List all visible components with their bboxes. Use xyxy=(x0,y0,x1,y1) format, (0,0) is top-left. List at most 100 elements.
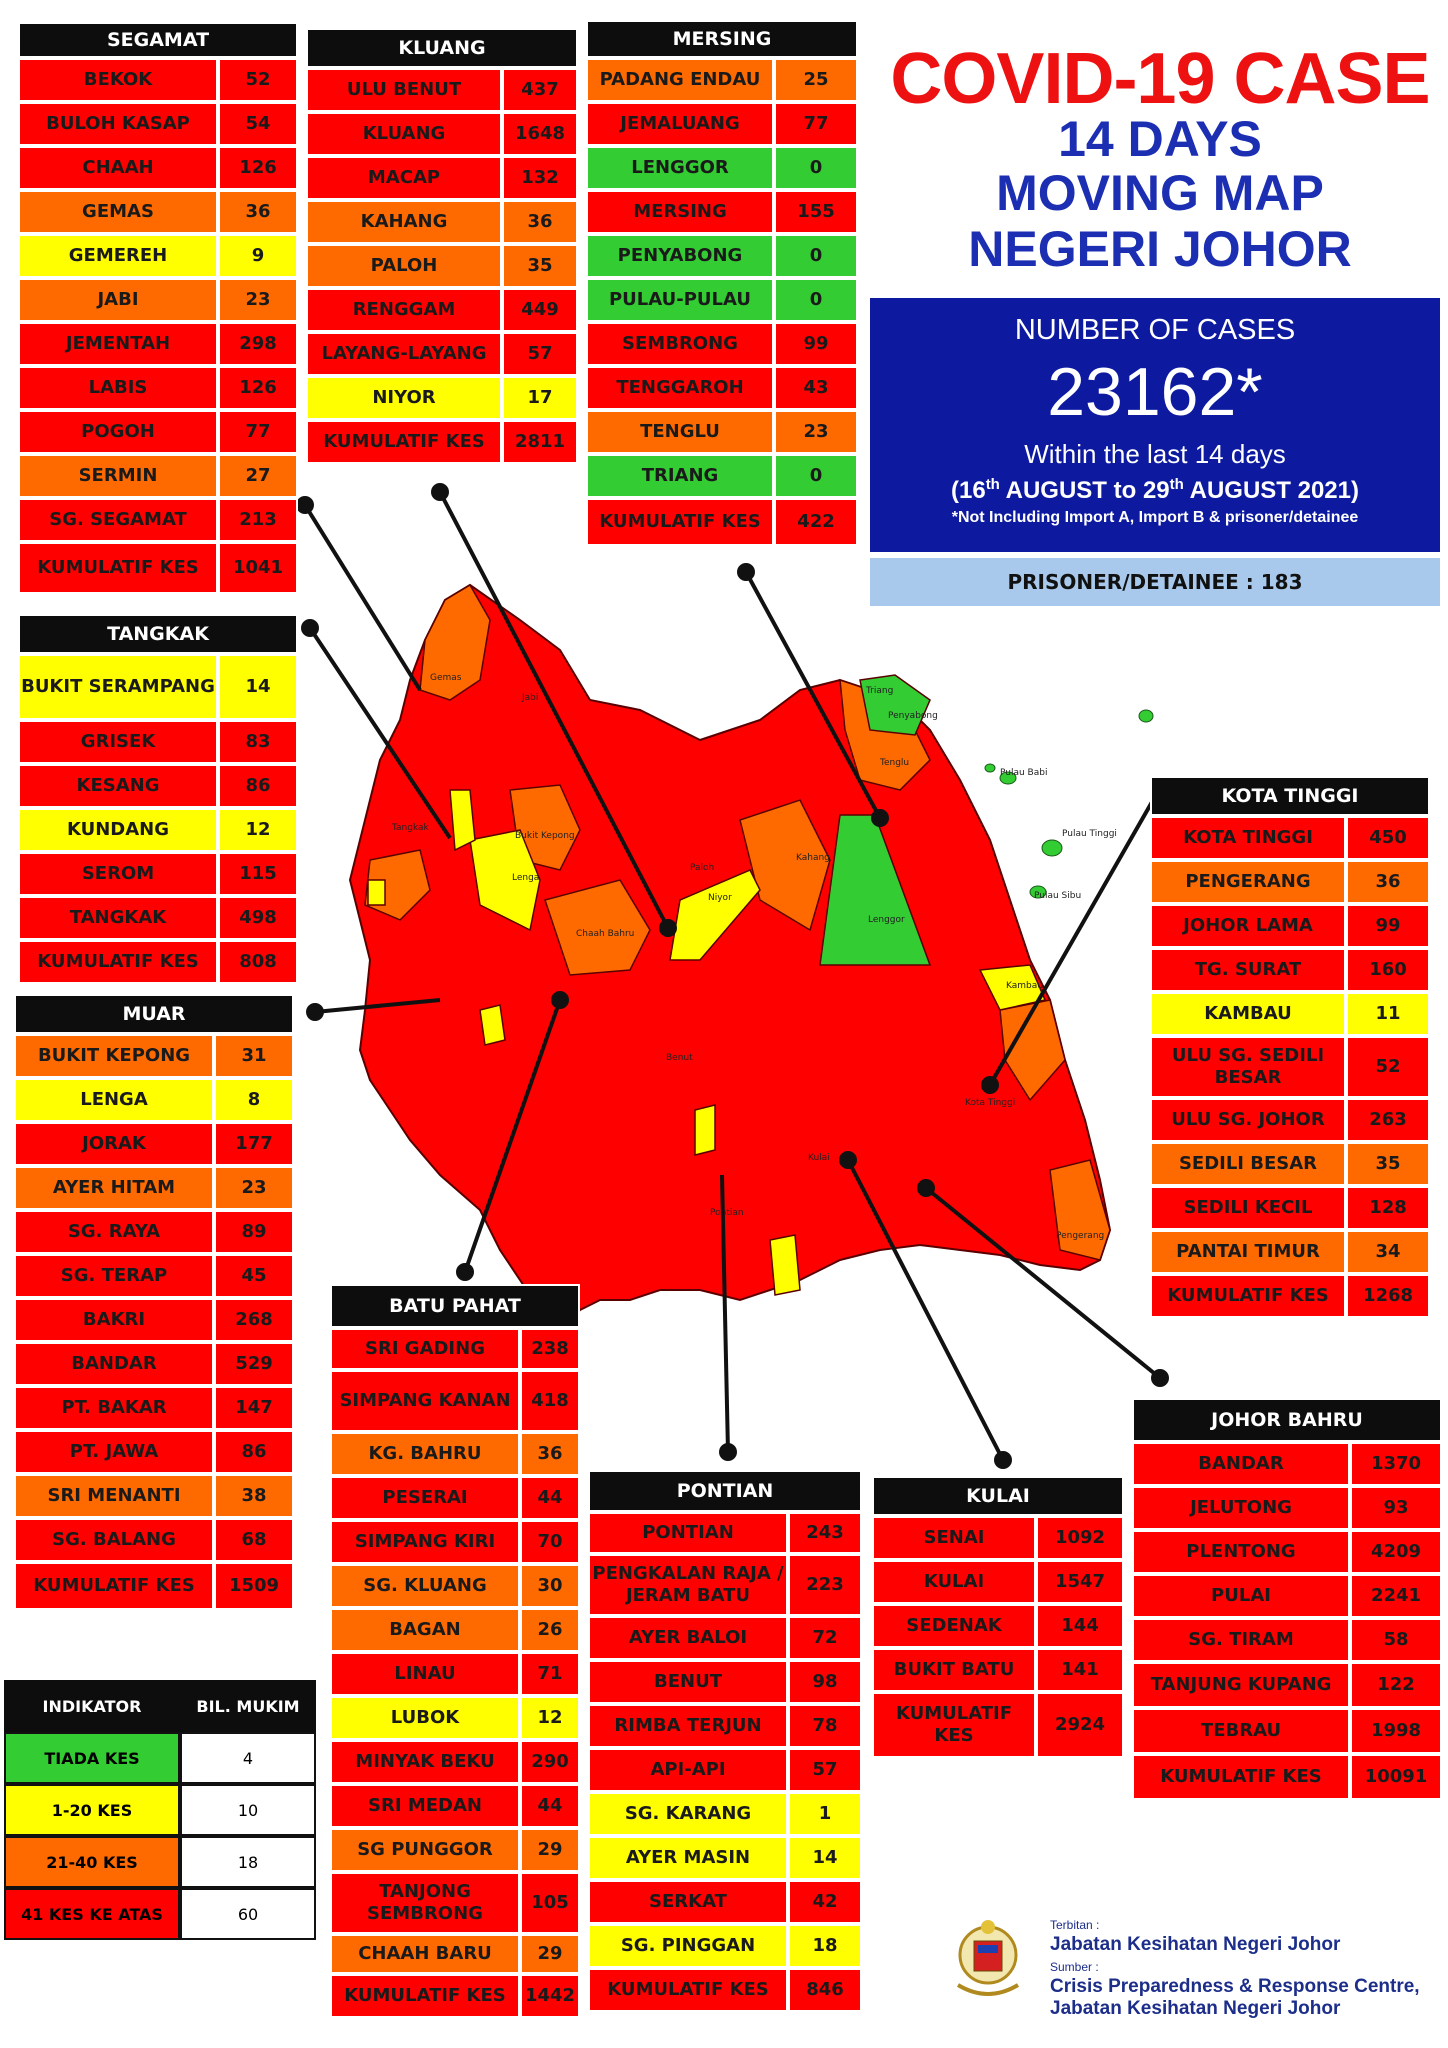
mukim-name: AYER HITAM xyxy=(14,1166,214,1210)
mukim-cases: 1442 xyxy=(520,1974,580,2018)
mukim-name: RENGGAM xyxy=(306,288,502,332)
mukim-name: KUMULATIF KES xyxy=(1150,1274,1346,1318)
leader-dot xyxy=(456,1263,474,1281)
map-label: Bukit Kepong xyxy=(515,831,575,841)
mukim-row: SEDILI KECIL 128 xyxy=(1150,1186,1430,1230)
mukim-name: SG. SEGAMAT xyxy=(18,498,218,542)
mukim-row: POGOH 77 xyxy=(18,410,298,454)
mukim-row: BAGAN 26 xyxy=(330,1608,580,1652)
mukim-cases: 29 xyxy=(520,1828,580,1872)
kumulatif-row: KUMULATIF KES 1268 xyxy=(1150,1274,1430,1318)
mukim-name: SG. TERAP xyxy=(14,1254,214,1298)
mukim-cases: 298 xyxy=(218,322,298,366)
mukim-row: JORAK 177 xyxy=(14,1122,294,1166)
credit-sumber-label: Sumber : xyxy=(1050,1960,1099,1974)
mukim-row: API-API 57 xyxy=(588,1748,862,1792)
mukim-cases: 122 xyxy=(1350,1662,1442,1708)
mukim-row: TENGLU 23 xyxy=(586,410,858,454)
mukim-row: PULAI 2241 xyxy=(1132,1574,1442,1618)
kumulatif-row: KUMULATIF KES 2811 xyxy=(306,420,578,464)
map-island-pulau-aur xyxy=(1138,709,1154,723)
leader-dot xyxy=(1151,1369,1169,1387)
mukim-cases: 2811 xyxy=(502,420,578,464)
mukim-name: KUMULATIF KES xyxy=(18,940,218,984)
mukim-cases: 12 xyxy=(218,808,298,852)
mukim-cases: 57 xyxy=(788,1748,862,1792)
kumulatif-row: KUMULATIF KES 1041 xyxy=(18,542,298,594)
leader-dot xyxy=(839,1151,857,1169)
mukim-name: BUKIT SERAMPANG xyxy=(18,654,218,720)
mukim-cases: 1547 xyxy=(1036,1560,1124,1604)
mukim-name: SEDILI KECIL xyxy=(1150,1186,1346,1230)
district-panel-kotatinggi: KOTA TINGGI KOTA TINGGI 450 PENGERANG 36 JOHO… xyxy=(1150,776,1430,1318)
mukim-name: GEMEREH xyxy=(18,234,218,278)
mukim-cases: 1092 xyxy=(1036,1516,1124,1560)
mukim-name: SG. TIRAM xyxy=(1132,1618,1350,1662)
map-region-sg-pinggan xyxy=(769,1234,801,1296)
map-label: Pulau Sibu xyxy=(1034,891,1081,901)
mukim-row: PENYABONG 0 xyxy=(586,234,858,278)
mukim-row: SG. KARANG 1 xyxy=(588,1792,862,1836)
kumulatif-row: KUMULATIF KES 10091 xyxy=(1132,1754,1442,1800)
legend-count: 18 xyxy=(180,1836,316,1888)
mukim-row: SEMBRONG 99 xyxy=(586,322,858,366)
subtitle-14-days: 14 DAYS xyxy=(1058,111,1262,167)
mukim-name: TANJONG SEMBRONG xyxy=(330,1872,520,1934)
mukim-cases: 89 xyxy=(214,1210,294,1254)
mukim-name: PONTIAN xyxy=(588,1512,788,1554)
legend-indikator-header: INDIKATOR xyxy=(4,1680,180,1732)
legend-row: 41 KES KE ATAS 60 xyxy=(4,1888,316,1940)
mukim-cases: 10091 xyxy=(1350,1754,1442,1800)
mukim-name: BULOH KASAP xyxy=(18,102,218,146)
district-header: TANGKAK xyxy=(18,614,298,654)
mukim-row: BEKOK 52 xyxy=(18,58,298,102)
mukim-cases: 0 xyxy=(774,454,858,498)
mukim-row: PALOH 35 xyxy=(306,244,578,288)
mukim-name: SG. KLUANG xyxy=(330,1564,520,1608)
mukim-name: PT. BAKAR xyxy=(14,1386,214,1430)
map-label: Pengerang xyxy=(1056,1231,1104,1241)
map-region-gemas xyxy=(419,583,491,701)
map-label: Kulai xyxy=(808,1153,830,1163)
leader-dot xyxy=(296,496,314,514)
mukim-name: SEROM xyxy=(18,852,218,896)
cases-within: Within the last 14 days xyxy=(1024,439,1286,469)
legend-category: 21-40 KES xyxy=(4,1836,180,1888)
mukim-cases: 36 xyxy=(1346,860,1430,904)
kumulatif-row: KUMULATIF KES 1442 xyxy=(330,1974,580,2018)
mukim-name: BANDAR xyxy=(14,1342,214,1386)
mukim-name: KLUANG xyxy=(306,112,502,156)
mukim-row: KLUANG 1648 xyxy=(306,112,578,156)
map-region-kundang xyxy=(367,879,386,906)
district-panel-batupahat: BATU PAHAT SRI GADING 238 SIMPANG KANAN 418 K… xyxy=(330,1284,580,2018)
map-island-pulau-babi xyxy=(999,771,1017,785)
mukim-cases: 213 xyxy=(218,498,298,542)
map-label: Benut xyxy=(666,1053,693,1063)
legend-rows: TIADA KES 4 1-20 KES 10 21-40 KES 18 41 KES KE… xyxy=(4,1732,316,1940)
legend-category: 41 KES KE ATAS xyxy=(4,1888,180,1940)
mukim-name: SIMPANG KIRI xyxy=(330,1520,520,1564)
mukim-cases: 31 xyxy=(214,1034,294,1078)
mukim-row: SENAI 1092 xyxy=(872,1516,1124,1560)
leader-dot xyxy=(301,619,319,637)
main-title: COVID-19 CASE xyxy=(890,39,1430,119)
leader-batupahat xyxy=(463,999,562,1273)
district-panel-segamat: SEGAMAT BEKOK 52 BULOH KASAP 54 CHAAH 126 GEMAS… xyxy=(18,22,298,594)
mukim-name: LENGGOR xyxy=(586,146,774,190)
jata-johor-crest xyxy=(956,1920,1020,1996)
mukim-name: KUMULATIF KES xyxy=(586,498,774,546)
mukim-name: TENGGAROH xyxy=(586,366,774,410)
mukim-cases: 437 xyxy=(502,68,578,112)
mukim-row: KULAI 1547 xyxy=(872,1560,1124,1604)
map-region-chaah-bahru xyxy=(544,879,651,976)
kumulatif-row: KUMULATIF KES 2924 xyxy=(872,1692,1124,1758)
mukim-name: JEMENTAH xyxy=(18,322,218,366)
mukim-cases: 27 xyxy=(218,454,298,498)
leader-dot xyxy=(871,809,889,827)
legend-bilmukim-header: BIL. MUKIM xyxy=(180,1680,316,1732)
mukim-cases: 34 xyxy=(1346,1230,1430,1274)
leader-muar xyxy=(314,998,441,1014)
mukim-cases: 14 xyxy=(788,1836,862,1880)
mukim-cases: 70 xyxy=(520,1520,580,1564)
mukim-cases: 99 xyxy=(774,322,858,366)
